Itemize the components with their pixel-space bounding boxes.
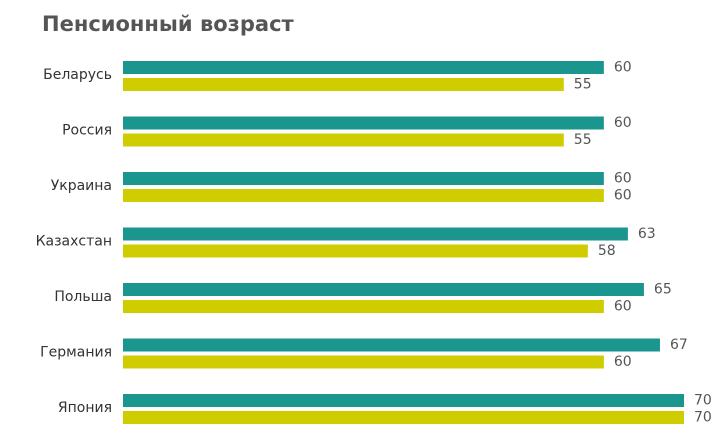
value-label: 70 [694,410,712,426]
bar [123,283,644,296]
value-label: 60 [614,171,632,187]
category-label: Польша [54,289,112,305]
value-label: 60 [614,188,632,204]
bar [123,133,564,147]
chart-title: Пенсионный возраст [42,12,295,36]
bar [123,172,604,185]
bar [123,78,564,91]
value-label: 63 [638,226,656,242]
value-label: 67 [670,337,688,353]
bar [123,338,660,352]
category-label: Казахстан [36,234,112,250]
bar [123,411,684,424]
category-label: Россия [62,123,112,139]
bar [123,227,628,241]
category-label: Беларусь [43,67,112,83]
value-label: 60 [614,299,632,315]
category-label: Украина [51,178,112,194]
value-label: 55 [574,77,592,93]
value-label: 70 [694,393,712,409]
bar [123,61,604,74]
bar [123,394,684,407]
value-label: 60 [614,60,632,76]
bar [123,300,604,313]
value-label: 65 [654,282,672,298]
value-label: 58 [598,243,616,259]
category-label: Япония [58,400,112,416]
bar [123,116,604,130]
value-label: 60 [614,115,632,131]
value-label: 55 [574,132,592,148]
bar [123,355,604,369]
value-label: 60 [614,354,632,370]
bar [123,189,604,202]
category-label: Германия [40,345,112,361]
bar [123,244,588,258]
